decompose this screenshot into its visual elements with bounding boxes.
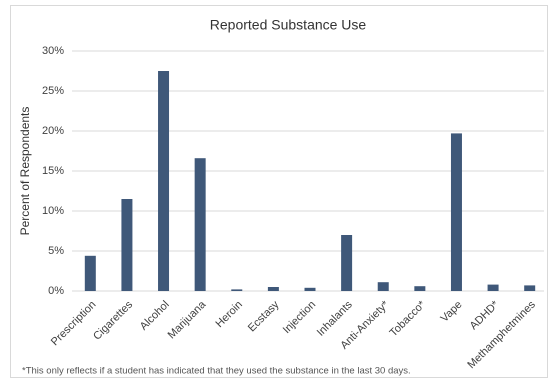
bar xyxy=(450,133,462,291)
chart-title: Reported Substance Use xyxy=(210,17,367,33)
y-axis-label: Percent of Respondents xyxy=(18,107,32,236)
y-tick-label: 15% xyxy=(42,165,64,177)
y-tick-label: 5% xyxy=(48,245,64,257)
bar xyxy=(231,289,243,291)
bar xyxy=(341,235,353,291)
bar xyxy=(487,284,499,291)
bar xyxy=(267,287,279,291)
bar xyxy=(414,286,426,291)
bar xyxy=(121,199,133,291)
footnote: *This only reflects if a student has ind… xyxy=(22,366,411,377)
y-tick-label: 25% xyxy=(42,85,64,97)
y-tick-label: 10% xyxy=(42,205,64,217)
y-tick-label: 20% xyxy=(42,125,64,137)
y-tick-label: 30% xyxy=(42,45,64,57)
bar xyxy=(377,282,389,291)
bar xyxy=(158,71,170,291)
bar xyxy=(304,287,316,291)
bar xyxy=(524,285,536,291)
bar xyxy=(84,255,96,291)
bar xyxy=(194,158,206,291)
y-tick-label: 0% xyxy=(48,285,64,297)
chart-frame xyxy=(10,5,548,378)
